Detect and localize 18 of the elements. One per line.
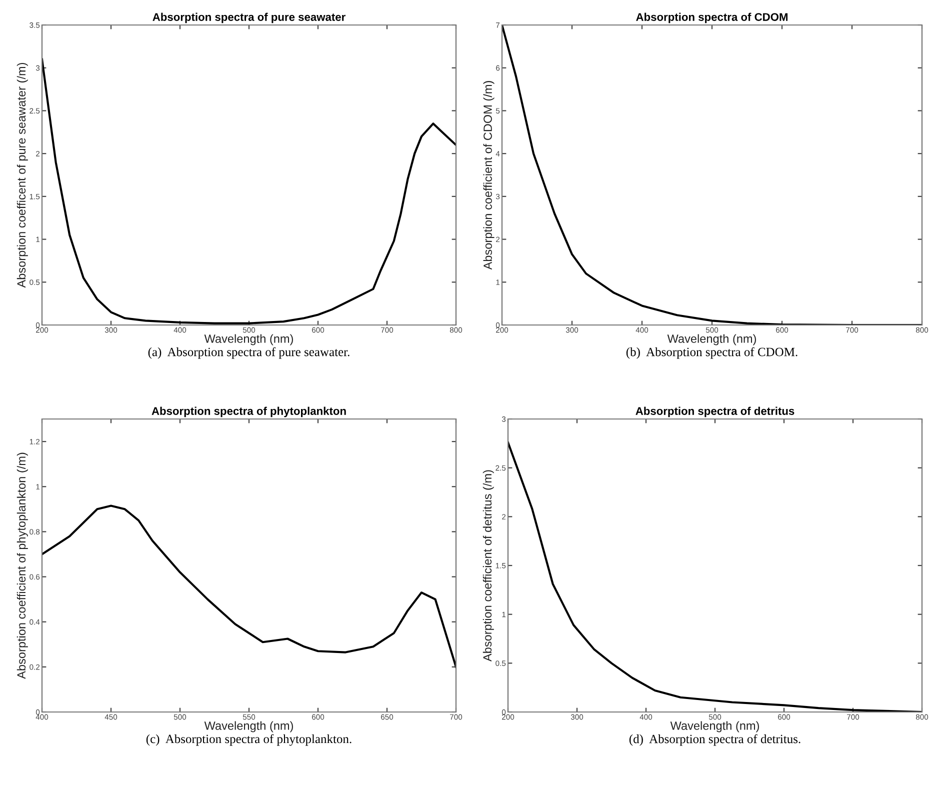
- y-axis-title: Absorption coefficient of detritus (/m): [482, 470, 494, 662]
- y-axis-title: Absorption coefficient of phytoplankton (/m): [16, 452, 28, 679]
- text: (d) Absorption spectra of detritus.: [629, 734, 800, 746]
- chart-title: Absorption spectra of CDOM: [636, 12, 788, 24]
- text: (c) Absorption spectra of phytoplankton.: [146, 734, 352, 746]
- y-axis-title: Absorption coefficient of CDOM (/m): [483, 81, 494, 270]
- text: (a) Absorption spectra of pure seawater.: [148, 347, 350, 359]
- x-axis-title: Wavelength (nm): [667, 334, 756, 346]
- line-series: [502, 25, 922, 325]
- x-axis-title: Wavelength (nm): [204, 334, 293, 346]
- y-axis-title: Absorption coefficent of pure seawater (/m): [16, 62, 28, 288]
- x-axis-title: Wavelength (nm): [670, 721, 759, 732]
- chart-title: Absorption spectra of pure seawater: [152, 12, 346, 24]
- x-axis-title: Wavelength (nm): [204, 721, 293, 732]
- chart-title: Absorption spectra of phytoplankton: [152, 406, 346, 418]
- text: (b) Absorption spectra of CDOM.: [626, 347, 798, 359]
- line-series: [42, 504, 456, 668]
- chart-title: Absorption spectra of detritus: [636, 406, 794, 418]
